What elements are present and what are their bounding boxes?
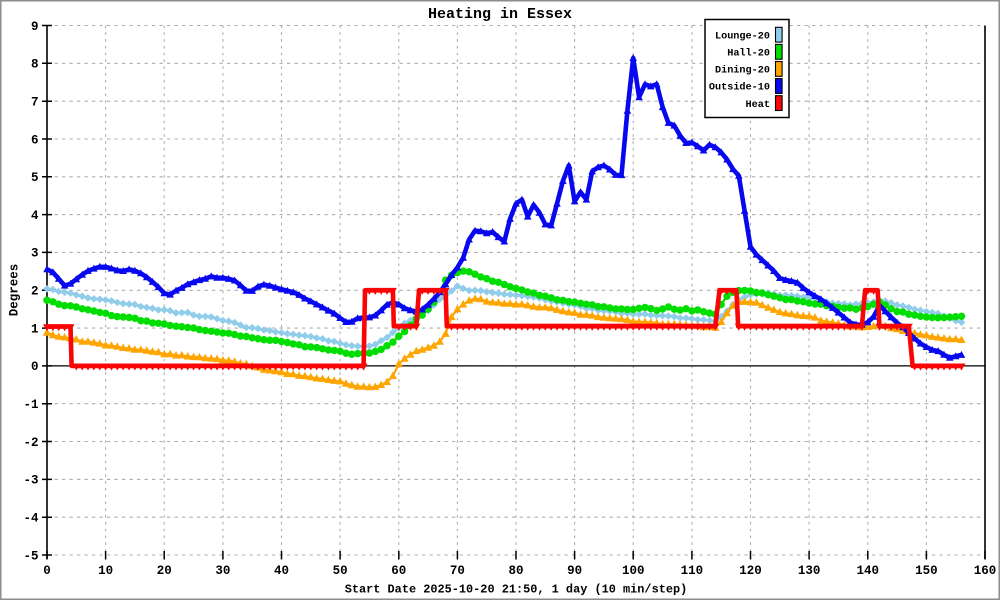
svg-text:60: 60	[391, 564, 406, 578]
svg-text:90: 90	[567, 564, 582, 578]
svg-text:100: 100	[622, 564, 645, 578]
svg-text:50: 50	[333, 564, 348, 578]
svg-text:Heating in Essex: Heating in Essex	[428, 6, 572, 23]
svg-text:5: 5	[31, 171, 39, 185]
svg-text:120: 120	[739, 564, 762, 578]
svg-text:70: 70	[450, 564, 465, 578]
svg-text:30: 30	[215, 564, 230, 578]
svg-text:Outside-10: Outside-10	[709, 82, 770, 94]
svg-text:7: 7	[31, 96, 39, 110]
svg-text:140: 140	[857, 564, 880, 578]
svg-text:6: 6	[31, 133, 39, 147]
svg-text:Heat: Heat	[746, 100, 770, 111]
svg-text:10: 10	[98, 564, 113, 578]
svg-text:Degrees: Degrees	[8, 264, 22, 317]
svg-text:Dining-20: Dining-20	[715, 65, 770, 77]
svg-text:0: 0	[31, 360, 39, 374]
svg-text:-5: -5	[23, 549, 38, 563]
svg-text:1: 1	[31, 322, 39, 336]
svg-text:9: 9	[31, 20, 39, 34]
svg-text:110: 110	[681, 564, 704, 578]
svg-text:Start Date 2025-10-20 21:50, 1: Start Date 2025-10-20 21:50, 1 day (10 m…	[345, 583, 688, 597]
svg-text:20: 20	[157, 564, 172, 578]
svg-text:150: 150	[915, 564, 938, 578]
svg-text:-4: -4	[23, 512, 39, 526]
svg-text:-3: -3	[23, 474, 38, 488]
svg-text:160: 160	[974, 564, 997, 578]
svg-text:130: 130	[798, 564, 821, 578]
svg-text:8: 8	[31, 58, 39, 72]
svg-text:80: 80	[508, 564, 523, 578]
svg-text:-1: -1	[23, 398, 38, 412]
svg-text:0: 0	[43, 564, 51, 578]
svg-text:Hall-20: Hall-20	[727, 48, 770, 60]
svg-text:4: 4	[31, 209, 39, 223]
svg-text:40: 40	[274, 564, 289, 578]
svg-text:Lounge-20: Lounge-20	[715, 31, 770, 42]
svg-text:3: 3	[31, 247, 39, 261]
svg-text:-2: -2	[23, 436, 38, 450]
svg-text:2: 2	[31, 285, 39, 299]
